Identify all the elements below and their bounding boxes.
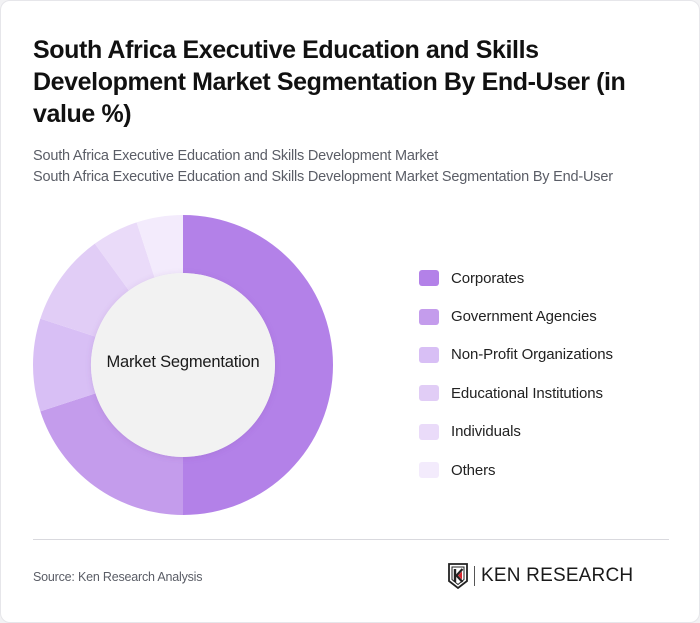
footer-divider — [33, 539, 669, 540]
legend-item-others[interactable]: Others — [419, 451, 613, 489]
subtitle-line-1: South Africa Executive Education and Ski… — [33, 148, 439, 164]
legend-label: Corporates — [451, 269, 525, 287]
legend-item-government-agencies[interactable]: Government Agencies — [419, 297, 613, 335]
donut-svg — [33, 215, 333, 515]
legend-label: Individuals — [451, 423, 521, 441]
legend-label: Non-Profit Organizations — [451, 346, 613, 364]
donut-chart: Market Segmentation — [1, 201, 371, 531]
ken-research-logo: KEN RESEARCH — [448, 563, 633, 589]
donut-segment-corporates[interactable] — [183, 215, 333, 515]
subtitle-line-2: South Africa Executive Education and Ski… — [33, 169, 613, 185]
donut-segment-government-agencies[interactable] — [40, 393, 183, 515]
ken-research-shield-icon — [448, 563, 468, 589]
legend-swatch — [419, 346, 439, 363]
donut-segment-non-profit-organizations[interactable] — [33, 318, 96, 412]
legend-item-non-profit-organizations[interactable]: Non-Profit Organizations — [419, 336, 613, 374]
legend-swatch — [419, 462, 439, 479]
legend-swatch — [419, 308, 439, 325]
legend-swatch — [419, 270, 439, 287]
legend-label: Others — [451, 461, 496, 479]
legend-item-individuals[interactable]: Individuals — [419, 413, 613, 451]
donut-segment-educational-institutions[interactable] — [40, 243, 129, 337]
donut-segment-others[interactable] — [136, 215, 183, 278]
legend-item-educational-institutions[interactable]: Educational Institutions — [419, 374, 613, 412]
legend-swatch — [419, 385, 439, 402]
donut-segment-individuals[interactable] — [94, 222, 155, 291]
chart-title: South Africa Executive Education and Ski… — [33, 36, 626, 128]
chart-subtitle: South Africa Executive Education and Ski… — [33, 146, 683, 188]
donut-hole — [91, 273, 275, 457]
legend-item-corporates[interactable]: Corporates — [419, 259, 613, 297]
chart-legend: Corporates Government Agencies Non-Profi… — [419, 259, 613, 489]
legend-label: Government Agencies — [451, 308, 597, 326]
legend-swatch — [419, 423, 439, 440]
legend-label: Educational Institutions — [451, 384, 603, 402]
logo-separator — [474, 566, 475, 586]
donut-center-label: Market Segmentation — [106, 353, 260, 371]
logo-wordmark: KEN RESEARCH — [481, 565, 634, 586]
source-note: Source: Ken Research Analysis — [33, 570, 203, 584]
